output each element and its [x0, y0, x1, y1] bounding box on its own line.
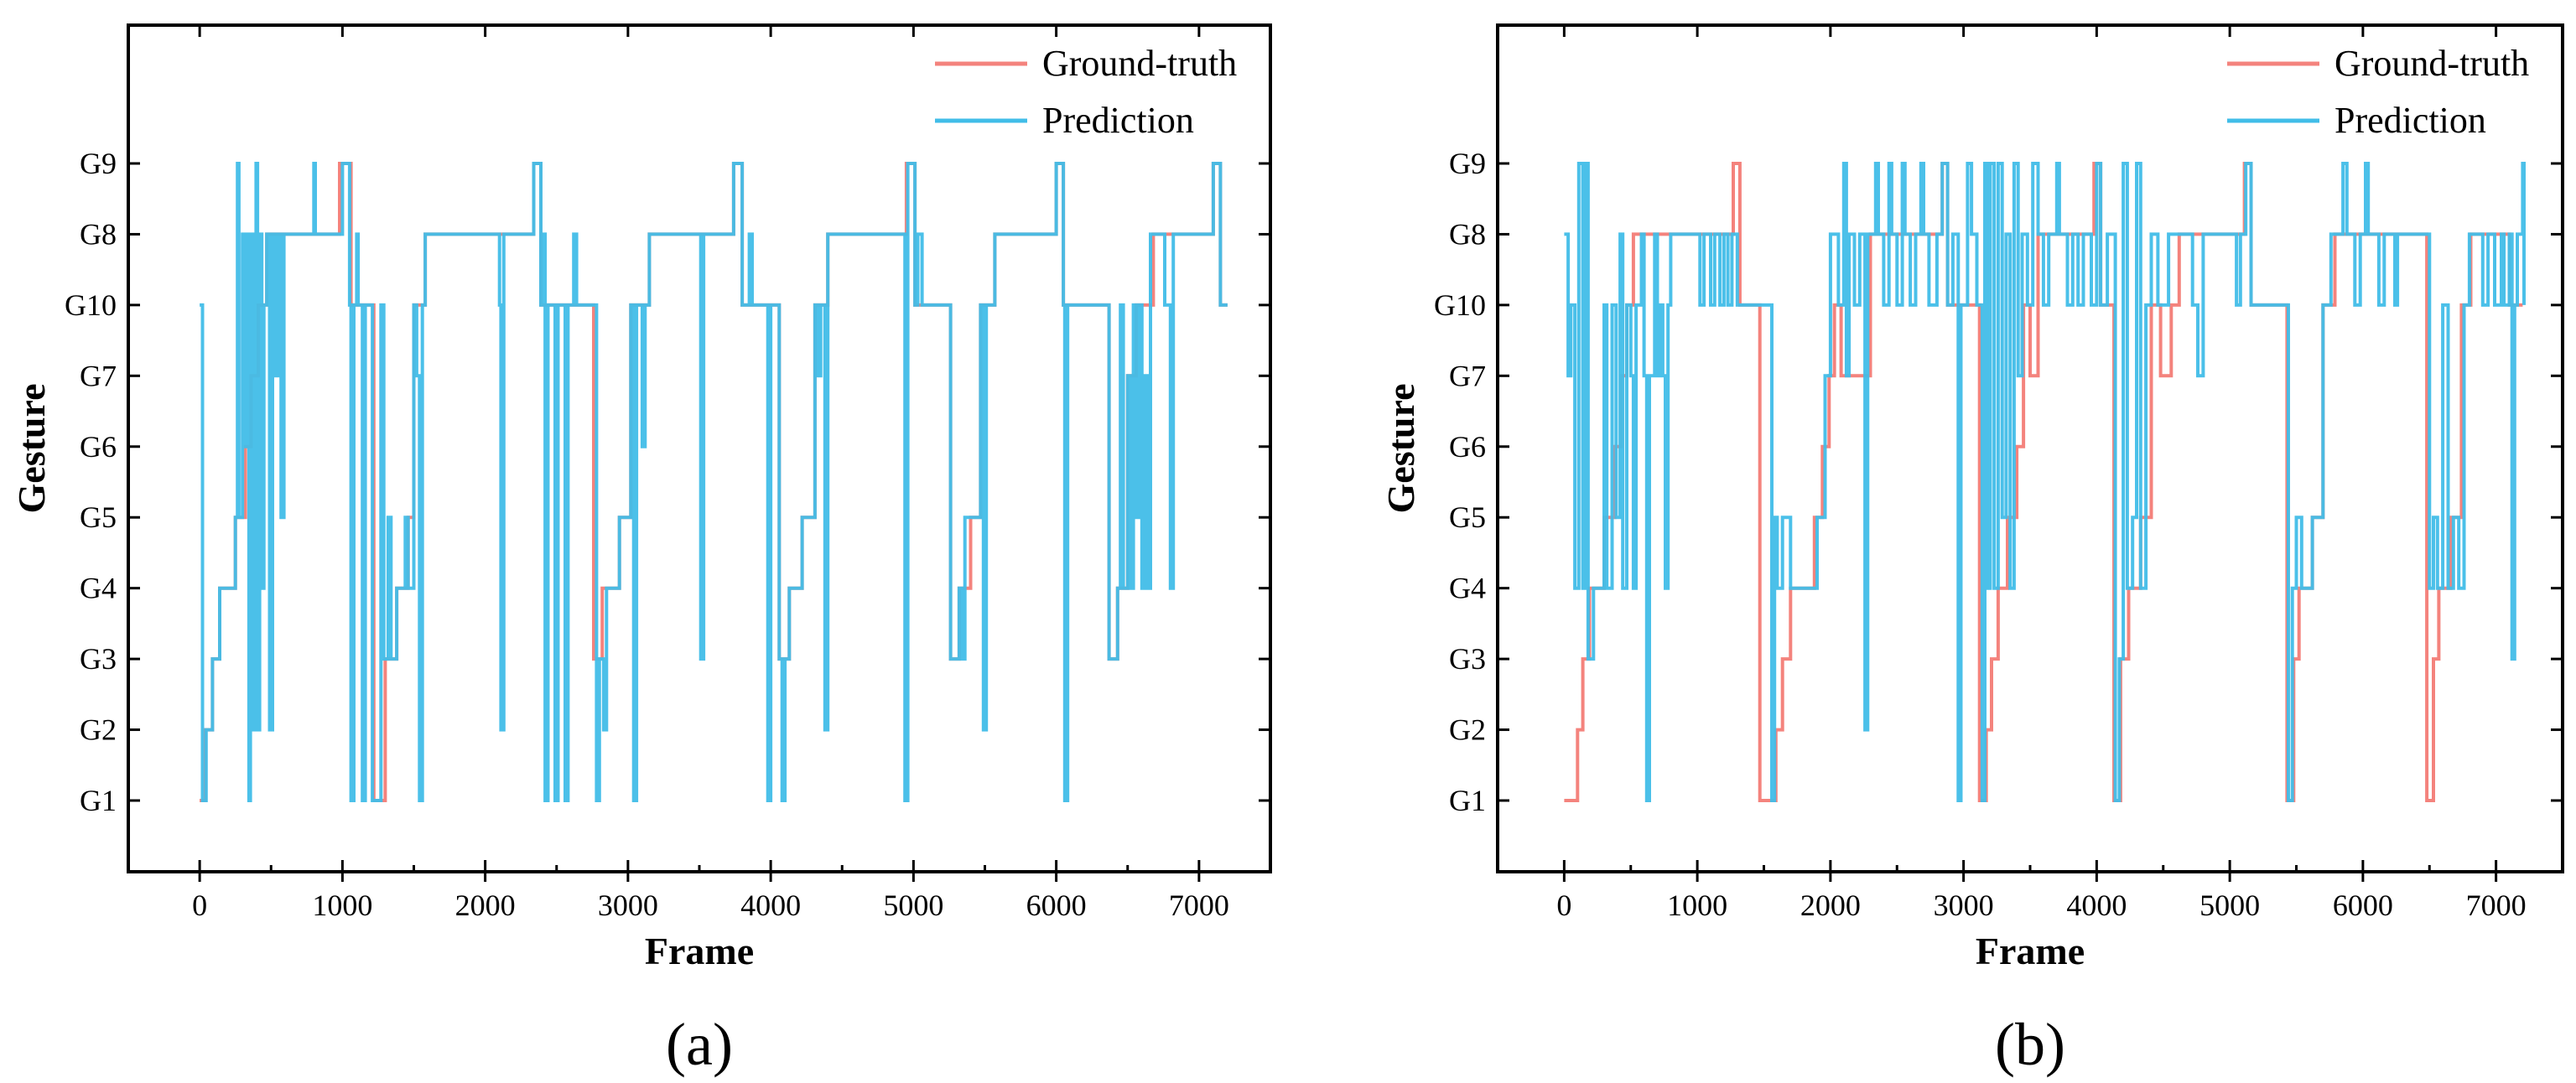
x-tick-label: 1000 — [1667, 889, 1727, 922]
y-axis-title: Gesture — [10, 383, 53, 513]
chart-panel-a: G1 G2 G3 G4 G5 G6 G7 G10 G8 G9 0 1000 2000 3000 4000 50… — [10, 23, 1272, 1078]
y-tick-label: G4 — [1449, 572, 1486, 605]
x-axis-title: Frame — [1976, 930, 2085, 972]
x-tick-label: 0 — [192, 889, 207, 922]
x-tick-label: 1000 — [312, 889, 372, 922]
x-tick-label: 3000 — [1934, 889, 1994, 922]
y-tick-label: G2 — [80, 713, 117, 747]
x-tick-label: 4000 — [740, 889, 801, 922]
y-tick-label: G5 — [1449, 500, 1486, 534]
x-tick-label: 6000 — [2333, 889, 2393, 922]
x-tick-label: 2000 — [455, 889, 516, 922]
axes-frame — [1496, 23, 2564, 873]
x-tick-label: 4000 — [2066, 889, 2127, 922]
y-tick-label: G7 — [80, 359, 117, 392]
legend-label-prediction: Prediction — [1042, 100, 1194, 141]
y-tick-label: G7 — [1449, 359, 1486, 392]
y-tick-label: G9 — [1449, 147, 1486, 180]
y-tick-label: G6 — [1449, 430, 1486, 464]
x-axis-title: Frame — [645, 930, 754, 972]
x-tick-label: 7000 — [2466, 889, 2527, 922]
y-tick-label: G8 — [1449, 217, 1486, 251]
x-tick-label: 2000 — [1800, 889, 1861, 922]
y-axis-title: Gesture — [1379, 383, 1422, 513]
x-tick-label: 5000 — [2199, 889, 2260, 922]
x-tick-label: 3000 — [598, 889, 658, 922]
y-tick-label: G4 — [80, 572, 117, 605]
y-tick-label: G1 — [80, 784, 117, 817]
x-tick-label: 0 — [1556, 889, 1571, 922]
series-line-prediction — [200, 162, 1228, 802]
y-tick-label: G8 — [80, 217, 117, 251]
legend-label-ground-truth: Ground-truth — [1042, 43, 1237, 84]
panel-label: (a) — [666, 1011, 733, 1078]
series-line-prediction — [1564, 162, 2526, 802]
y-tick-label: G10 — [65, 288, 117, 322]
legend-label-ground-truth: Ground-truth — [2334, 43, 2529, 84]
panel-label: (b) — [1995, 1011, 2065, 1078]
x-tick-label: 5000 — [883, 889, 943, 922]
y-tick-label: G2 — [1449, 713, 1486, 747]
y-tick-label: G6 — [80, 430, 117, 464]
legend-label-prediction: Prediction — [2334, 100, 2486, 141]
chart-panel-b: G1 G2 G3 G4 G5 G6 G7 G10 G8 G9 0 1000 2000 3000 4000 50… — [1379, 23, 2564, 1078]
y-tick-label: G10 — [1434, 288, 1486, 322]
x-tick-label: 7000 — [1169, 889, 1229, 922]
y-tick-label: G1 — [1449, 784, 1486, 817]
y-tick-label: G3 — [80, 642, 117, 676]
y-tick-label: G3 — [1449, 642, 1486, 676]
x-tick-label: 6000 — [1026, 889, 1087, 922]
y-tick-label: G9 — [80, 147, 117, 180]
y-tick-label: G5 — [80, 500, 117, 534]
